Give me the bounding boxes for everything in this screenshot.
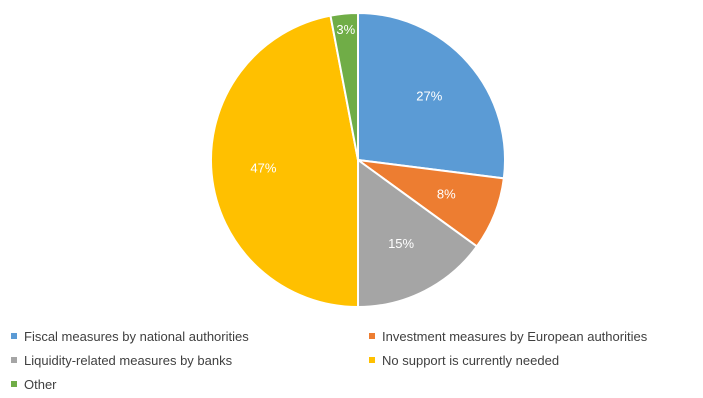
legend-label: Investment measures by European authorit…: [382, 328, 648, 344]
pie-slice-no-support: [209, 14, 359, 308]
data-label-no-support: 47%: [250, 160, 276, 175]
legend-swatch: [369, 357, 375, 363]
pie-slice-fiscal: [357, 12, 506, 180]
legend-swatch: [369, 333, 375, 339]
legend-label: Liquidity-related measures by banks: [24, 352, 233, 368]
data-label-investment: 8%: [437, 186, 456, 201]
legend: Fiscal measures by national authorities …: [11, 324, 701, 398]
pie-slices: [209, 11, 506, 308]
legend-swatch: [11, 333, 17, 339]
legend-swatch: [11, 381, 17, 387]
legend-item-other: Other: [11, 377, 369, 392]
legend-label: Fiscal measures by national authorities: [24, 328, 249, 344]
data-label-fiscal: 27%: [416, 89, 442, 104]
legend-item-fiscal: Fiscal measures by national authorities: [11, 329, 369, 344]
legend-swatch: [11, 357, 17, 363]
pie-slice-other: [329, 11, 359, 161]
legend-label: No support is currently needed: [382, 352, 560, 368]
pie-slice-liquidity: [357, 159, 478, 308]
legend-label: Other: [24, 376, 57, 392]
legend-item-investment: Investment measures by European authorit…: [369, 329, 701, 344]
data-label-liquidity: 15%: [388, 236, 414, 251]
legend-item-liquidity: Liquidity-related measures by banks: [11, 353, 369, 368]
data-label-other: 3%: [336, 22, 355, 37]
legend-item-no-support: No support is currently needed: [369, 353, 701, 368]
pie-data-labels: 27% 8% 15% 47% 3%: [250, 22, 456, 251]
